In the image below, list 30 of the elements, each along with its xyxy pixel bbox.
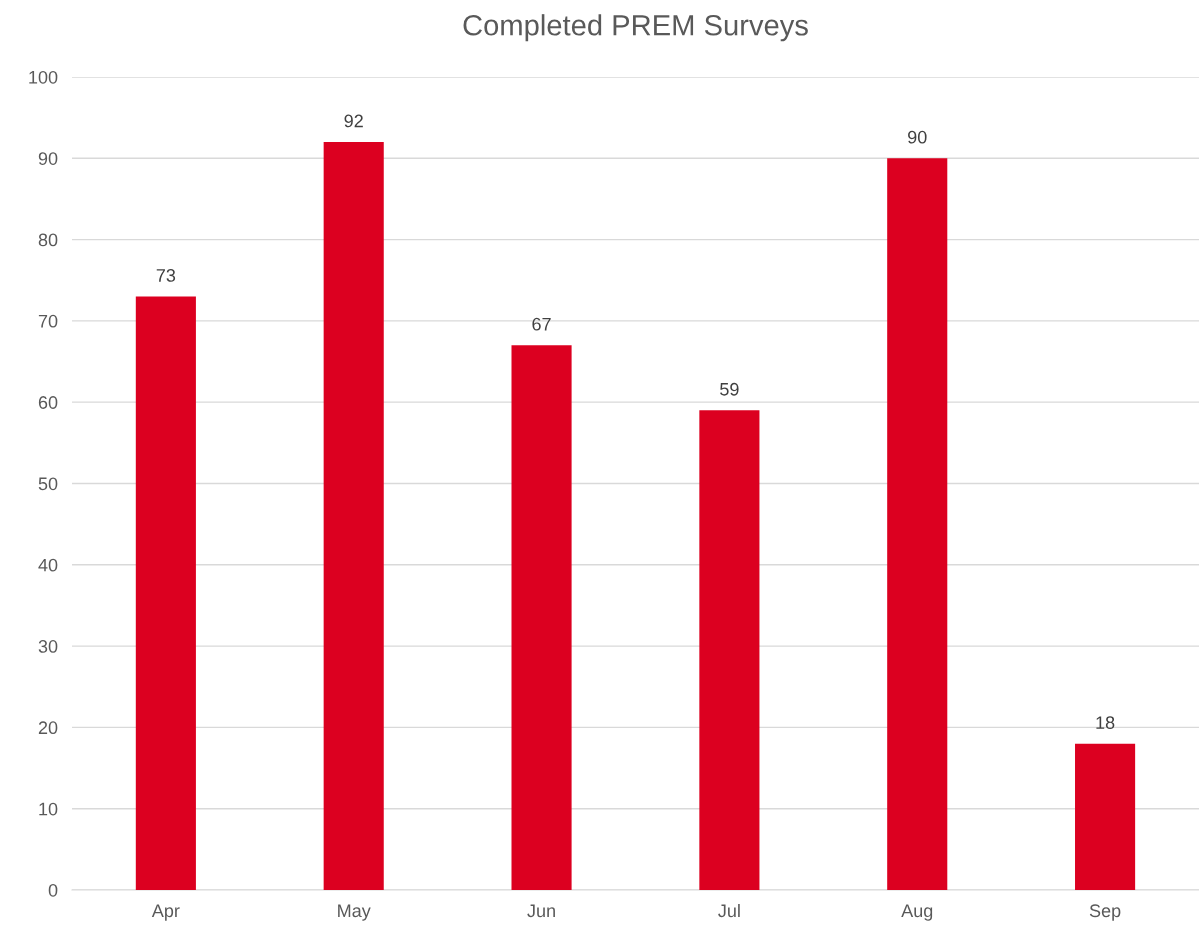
bar [1075, 743, 1136, 891]
y-tick-label: 90 [38, 152, 58, 165]
y-tick-label: 70 [38, 314, 58, 328]
y-tick-label: 10 [39, 802, 58, 816]
data-label: 18 [1096, 716, 1115, 729]
x-tick-label: Sep [1089, 904, 1121, 921]
data-label: 59 [720, 382, 739, 396]
y-tick-label: 0 [48, 883, 58, 897]
y-tick-label: 40 [38, 558, 58, 572]
y-tick-label: 30 [38, 640, 58, 653]
bar [699, 410, 760, 891]
bar [887, 158, 948, 891]
data-label: 92 [344, 114, 363, 128]
x-tick-label: Aug [901, 904, 933, 921]
y-tick-label: 80 [38, 233, 58, 247]
data-label: 73 [156, 269, 176, 282]
bar [323, 142, 384, 891]
y-tick-label: 100 [29, 70, 58, 84]
bar [511, 345, 572, 891]
x-tick-label: May [338, 904, 371, 921]
x-tick-label: Jun [527, 904, 555, 918]
bar [135, 296, 196, 891]
y-tick-label: 20 [38, 721, 58, 735]
chart-title: Completed PREM Surveys [463, 14, 808, 42]
data-label: 67 [532, 317, 551, 331]
data-label: 90 [908, 130, 927, 144]
x-tick-label: Apr [151, 904, 180, 921]
x-tick-label: Jul [718, 903, 740, 918]
y-tick-label: 50 [38, 477, 58, 491]
y-tick-label: 60 [38, 396, 58, 409]
